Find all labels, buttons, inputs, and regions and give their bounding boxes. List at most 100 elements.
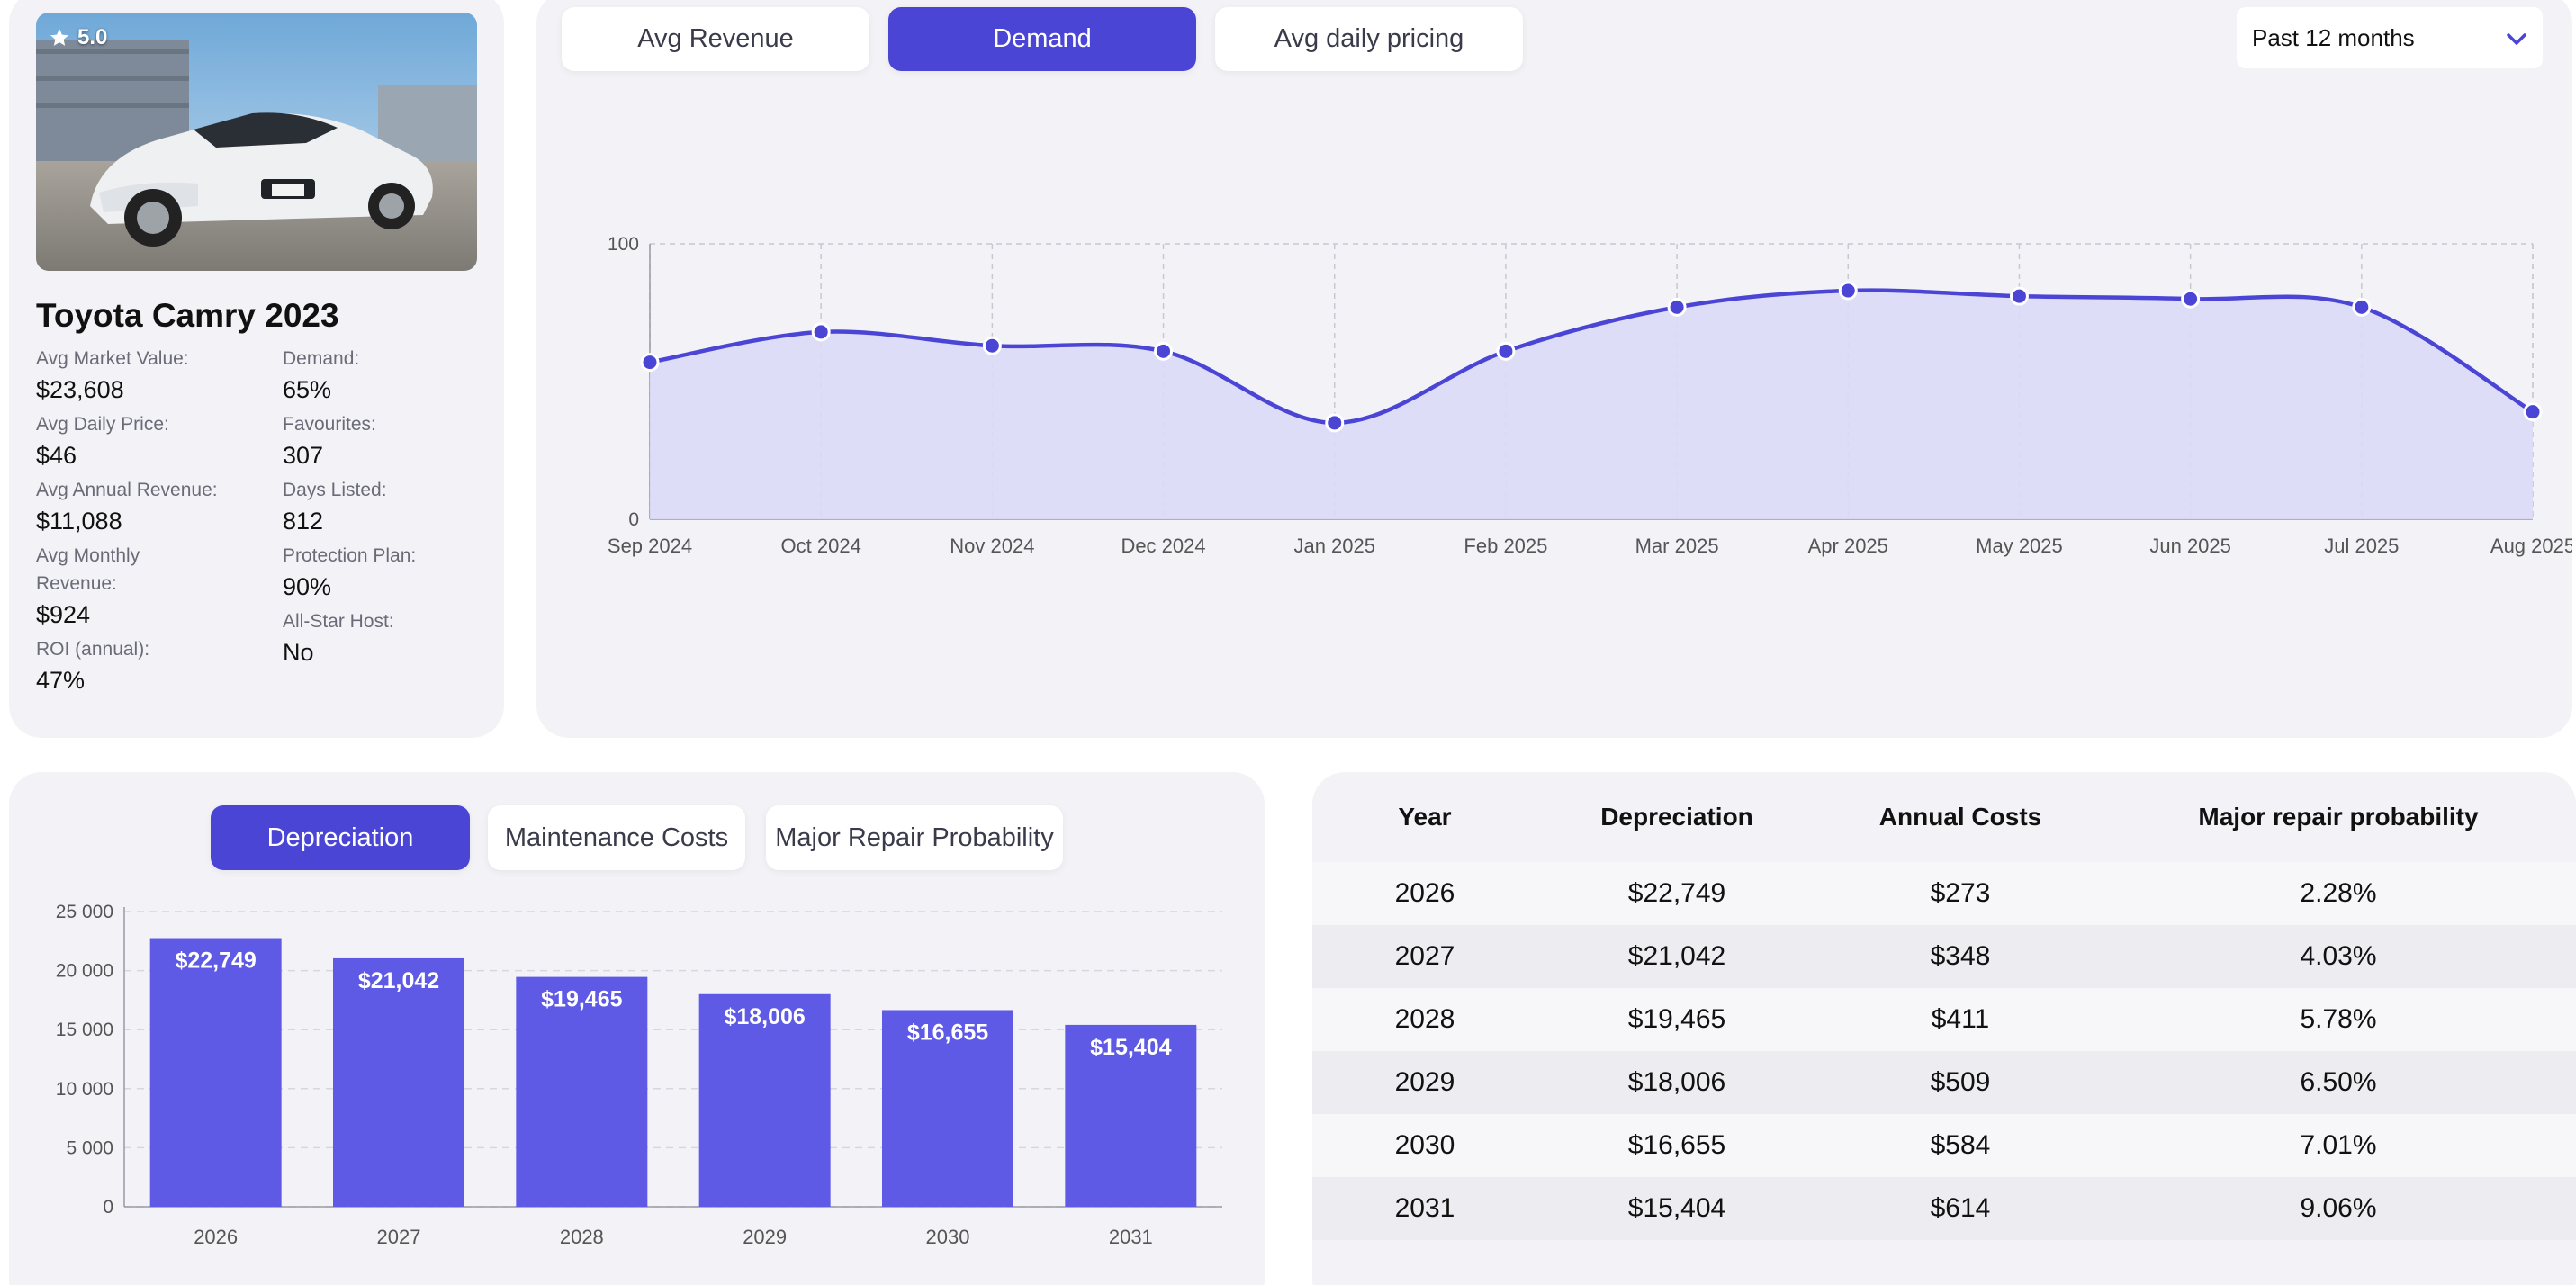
stat-label: Demand: (283, 348, 360, 369)
stat-label: Protection Plan: (283, 545, 417, 566)
depreciation-chart: 0 5 000 10 000 15 000 20 000 25 000 $22,749 202… (56, 902, 1222, 1248)
y-tick-label: 0 (103, 1197, 113, 1218)
stat-value: 307 (283, 442, 324, 469)
y-tick-label: 20 000 (56, 961, 113, 982)
cell-year: 2028 (1394, 1004, 1455, 1034)
x-tick-label: 2027 (377, 1226, 421, 1248)
cell-repair-probability: 6.50% (2300, 1067, 2377, 1097)
cell-annual-costs: $348 (1930, 941, 1991, 971)
stats-column-right: Demand: 65% Favourites: 307 Days Listed:… (283, 345, 490, 673)
x-tick-label: Jul 2025 (2324, 535, 2399, 557)
table-row: 2030 $16,655 $584 7.01% (1312, 1114, 2576, 1177)
cell-annual-costs: $509 (1930, 1067, 1991, 1097)
cell-depreciation: $19,465 (1627, 1004, 1726, 1034)
bar-data-label: $19,465 (541, 987, 622, 1012)
demand-point (982, 336, 1002, 355)
x-tick-label: Jan 2025 (1293, 535, 1375, 557)
period-select[interactable]: Past 12 months (2237, 7, 2543, 68)
y-tick-label: 25 000 (56, 902, 113, 922)
cell-year: 2026 (1394, 878, 1455, 908)
cell-depreciation: $18,006 (1627, 1067, 1726, 1097)
table-row: 2027 $21,042 $348 4.03% (1312, 925, 2576, 988)
x-tick-label: 2026 (194, 1226, 238, 1248)
stat-value: 812 (283, 508, 324, 535)
y-tick-label: 15 000 (56, 1020, 113, 1040)
stat-label: Days Listed: (283, 480, 387, 500)
cell-year: 2030 (1394, 1130, 1455, 1160)
demand-point (640, 353, 660, 373)
depreciation-bar (882, 1010, 1013, 1207)
cell-repair-probability: 5.78% (2300, 1004, 2377, 1034)
stat-label: ROI (annual): (36, 639, 150, 660)
depreciation-bar (698, 993, 831, 1207)
stat-value: $23,608 (36, 376, 124, 403)
tab-avg-revenue[interactable]: Avg Revenue (562, 7, 869, 71)
table-row: 2028 $19,465 $411 5.78% (1312, 988, 2576, 1051)
header-annual-costs: Annual Costs (1878, 803, 2042, 831)
demand-panel: Avg Revenue Demand Avg daily pricing Pas… (536, 0, 2572, 738)
car-image (36, 13, 477, 271)
x-tick-label: Oct 2024 (781, 535, 861, 557)
demand-point (2009, 286, 2029, 306)
demand-point (1496, 341, 1516, 361)
demand-point (811, 322, 831, 342)
x-tick-label: Mar 2025 (1635, 535, 1719, 557)
stat-label: Favourites: (283, 414, 376, 435)
tab-maintenance-costs[interactable]: Maintenance Costs (488, 805, 745, 870)
table-row: 2031 $15,404 $614 9.06% (1312, 1177, 2576, 1240)
demand-line (649, 288, 2535, 426)
depreciation-bar (333, 957, 464, 1207)
demand-point (2523, 402, 2543, 422)
stat-value: $46 (36, 442, 77, 469)
stat-label: Avg Daily Price: (36, 414, 169, 435)
stat-label: Avg Monthly Revenue: (36, 545, 140, 594)
stat-value: $11,088 (36, 508, 122, 535)
cell-annual-costs: $411 (1931, 1004, 1990, 1034)
car-card: 5.0 Toyota Camry 2023 Avg Market Value: … (9, 0, 504, 738)
bar-data-label: $21,042 (358, 968, 439, 993)
bar-data-label: $15,404 (1090, 1035, 1171, 1060)
bar-data-label: $18,006 (724, 1004, 805, 1029)
table-row: 2029 $18,006 $509 6.50% (1312, 1051, 2576, 1114)
car-title: Toyota Camry 2023 (36, 297, 339, 334)
x-tick-label: 2031 (1109, 1226, 1153, 1248)
depreciation-bar (516, 976, 648, 1207)
bar-data-label: $22,749 (175, 948, 256, 974)
chevron-down-icon (2507, 24, 2526, 52)
demand-point (1325, 413, 1345, 433)
y-tick-label: 100 (608, 234, 639, 255)
table-row: 2026 $22,749 $273 2.28% (1312, 862, 2576, 925)
tab-avg-daily-pricing[interactable]: Avg daily pricing (1215, 7, 1523, 71)
header-major-repair-probability: Major repair probability (2198, 803, 2479, 831)
x-tick-label: Aug 2025 (2490, 535, 2572, 557)
rating-badge: 5.0 (49, 25, 107, 50)
stat-label: Avg Annual Revenue: (36, 480, 218, 500)
x-tick-label: 2030 (926, 1226, 970, 1248)
stat-value: No (283, 639, 314, 666)
star-icon (49, 27, 70, 49)
stats-column-left: Avg Market Value: $23,608 Avg Daily Pric… (36, 345, 270, 701)
demand-point (1838, 281, 1858, 301)
demand-point (2181, 289, 2201, 309)
tab-major-repair-probability[interactable]: Major Repair Probability (766, 805, 1063, 870)
cell-repair-probability: 4.03% (2300, 941, 2377, 971)
cell-repair-probability: 9.06% (2300, 1193, 2377, 1223)
cell-repair-probability: 7.01% (2300, 1130, 2377, 1160)
tab-demand[interactable]: Demand (888, 7, 1196, 71)
cell-year: 2031 (1394, 1193, 1455, 1223)
x-tick-label: Nov 2024 (950, 535, 1034, 557)
rating-value: 5.0 (77, 25, 108, 49)
depreciation-bar (1065, 1024, 1197, 1207)
cost-table-panel: Year Depreciation Annual Costs Major rep… (1312, 772, 2576, 1285)
demand-point (1667, 297, 1687, 317)
stat-value: $924 (36, 601, 91, 628)
car-photo[interactable]: 5.0 (36, 13, 477, 271)
y-tick-label: 5 000 (66, 1137, 113, 1158)
tab-depreciation[interactable]: Depreciation (211, 805, 470, 870)
y-tick-label: 10 000 (56, 1079, 113, 1100)
period-select-value: Past 12 months (2252, 23, 2415, 51)
x-tick-label: 2028 (560, 1226, 604, 1248)
stat-label: Avg Market Value: (36, 348, 189, 369)
header-depreciation: Depreciation (1600, 803, 1753, 831)
cell-year: 2027 (1394, 941, 1455, 971)
